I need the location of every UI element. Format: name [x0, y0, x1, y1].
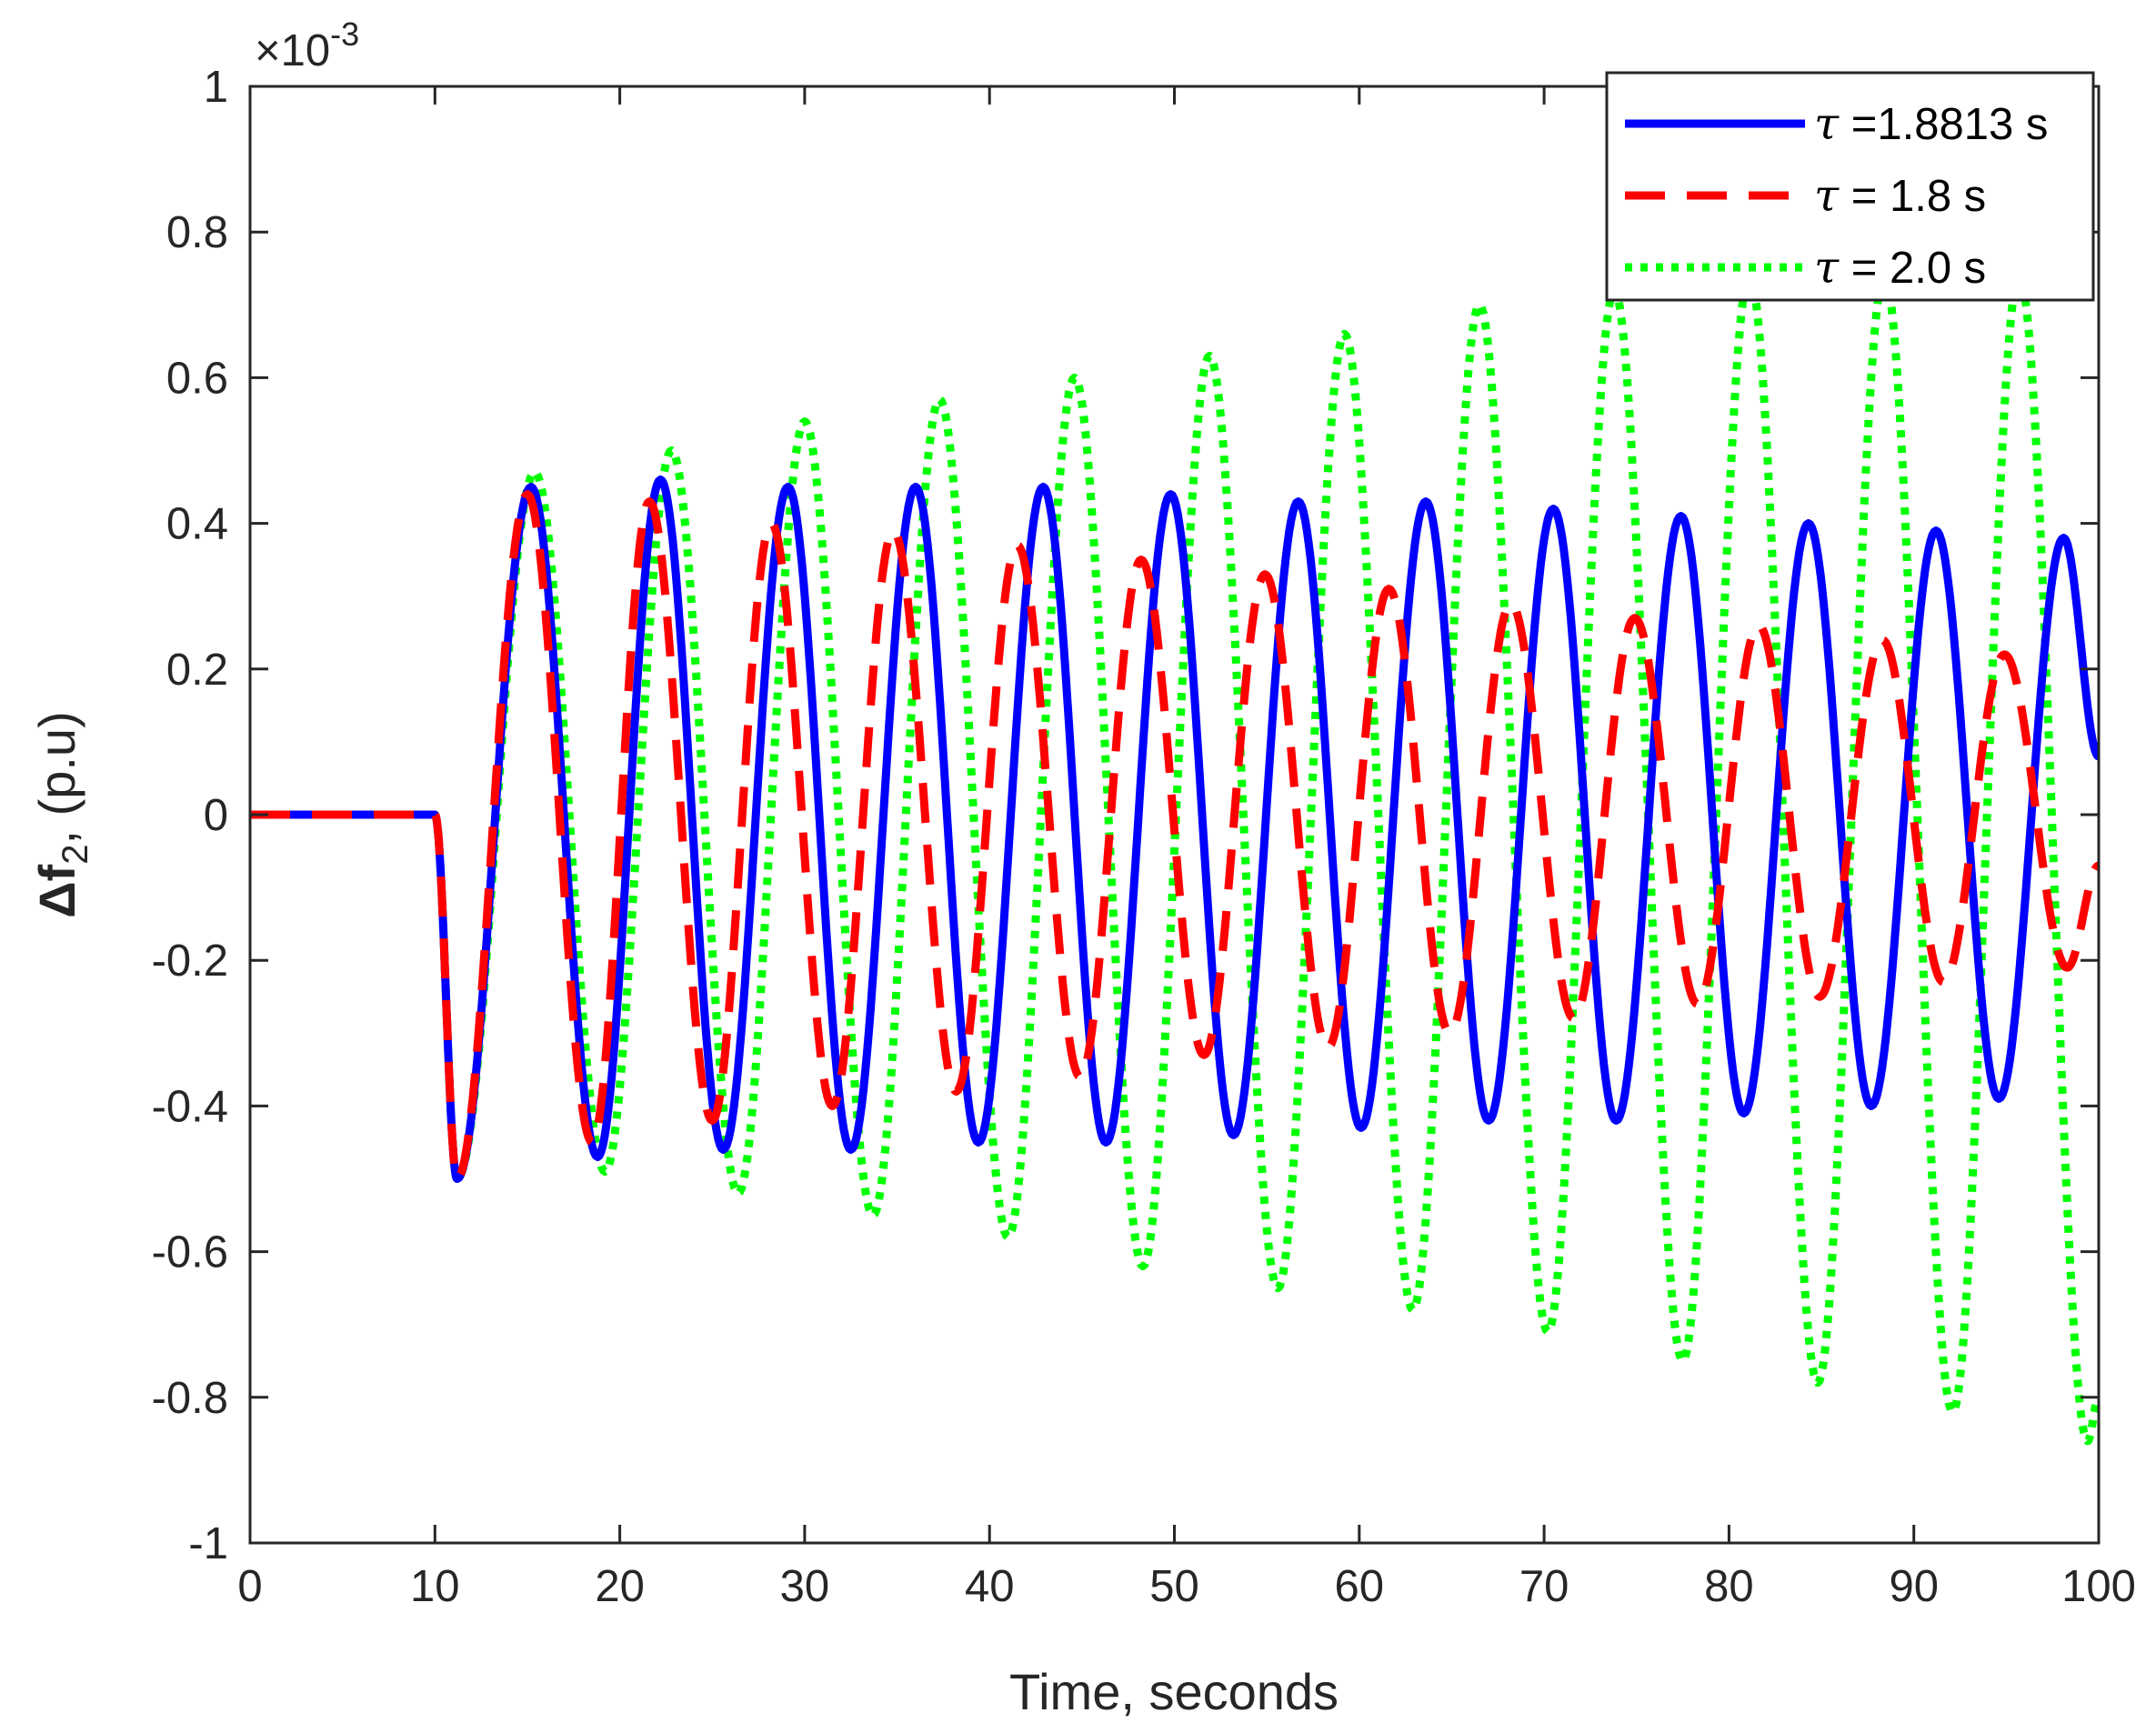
legend-label-text: = 2.0 s	[1839, 244, 1986, 293]
legend-label-text: =1.8813 s	[1839, 100, 2048, 149]
legend-label-2: τ = 2.0 s	[1814, 242, 1986, 294]
y-scale-exponent-label: ×10-3	[255, 15, 359, 75]
y-axis-title: Δf2, (p.u)	[28, 711, 95, 917]
y-ticks: -1 -0.8 -0.6 -0.4 -0.2 0 0.2 0.4 0.6 0.8 1	[152, 63, 2099, 1568]
x-tick-label: 50	[1149, 1562, 1199, 1611]
legend-label-0: τ =1.8813 s	[1814, 98, 2048, 150]
x-tick-label: 40	[965, 1562, 1015, 1611]
series-layer	[250, 271, 2099, 1446]
x-tick-label: 80	[1704, 1562, 1754, 1611]
y-axis-title-main: Δf	[28, 864, 85, 917]
y-tick-label: 0.2	[166, 646, 228, 695]
x-tick-label: 10	[410, 1562, 460, 1611]
y-tick-label: -0.2	[152, 937, 228, 986]
x-tick-label: 100	[2061, 1562, 2136, 1611]
y-tick-label: 0.8	[166, 208, 228, 257]
legend-box	[1605, 71, 2095, 302]
y-tick-label: -0.8	[152, 1374, 228, 1423]
x-tick-label: 60	[1335, 1562, 1385, 1611]
legend-tau-symbol: τ	[1814, 98, 1840, 150]
x-tick-label: 70	[1519, 1562, 1569, 1611]
y-tick-label: 1	[204, 63, 228, 112]
legend-tau-symbol: τ	[1814, 242, 1840, 294]
legend: τ =1.8813 sτ = 1.8 sτ = 2.0 s	[1605, 71, 2095, 302]
x-axis-title: Time, seconds	[1009, 1663, 1339, 1720]
y-axis-title-subscript: 2	[55, 845, 95, 865]
legend-tau-symbol: τ	[1814, 170, 1840, 222]
y-scale-prefix: ×10	[255, 26, 330, 75]
series-line-0	[250, 476, 2099, 1183]
y-tick-label: 0	[204, 791, 228, 840]
y-tick-label: -0.6	[152, 1228, 228, 1277]
x-tick-label: 0	[237, 1562, 262, 1611]
y-tick-label: 0.4	[166, 500, 228, 549]
x-ticks: 0 10 20 30 40 50 60 70 80 90 100	[237, 86, 2136, 1611]
y-axis-title-suffix: , (p.u)	[28, 711, 85, 844]
series-line-1	[250, 490, 2099, 1183]
legend-label-1: τ = 1.8 s	[1814, 170, 1986, 222]
y-tick-label: 0.6	[166, 354, 228, 403]
y-scale-exponent: -3	[330, 15, 359, 53]
x-tick-label: 20	[595, 1562, 645, 1611]
legend-label-text: = 1.8 s	[1839, 172, 1986, 221]
y-tick-label: -0.4	[152, 1082, 228, 1131]
y-tick-label: -1	[188, 1519, 228, 1568]
x-tick-label: 30	[780, 1562, 830, 1611]
x-tick-label: 90	[1889, 1562, 1939, 1611]
